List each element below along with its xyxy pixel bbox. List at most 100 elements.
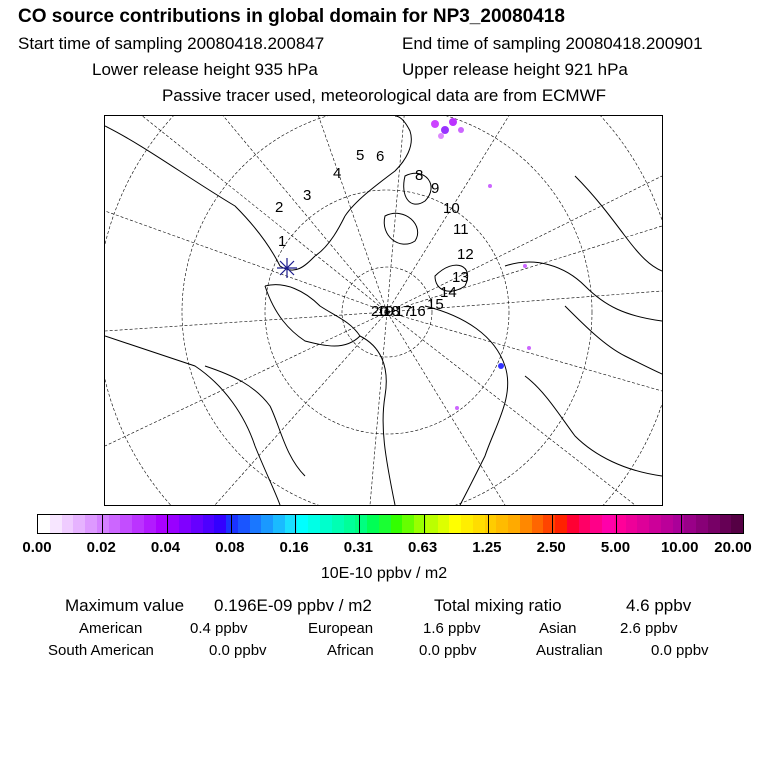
start-time: Start time of sampling 20080418.200847 (18, 34, 325, 53)
meridian (386, 225, 662, 313)
region-value-american: 0.4 ppbv (190, 620, 248, 637)
colorbar-label: 0.04 (150, 539, 181, 556)
colorbar-swatch (578, 515, 591, 533)
colorbar-swatch (402, 515, 414, 533)
traj-label-5: 5 (356, 147, 364, 164)
colorbar-swatch (249, 515, 262, 533)
release-location-star (277, 258, 297, 278)
concentration-markers (431, 118, 531, 410)
lat-circle-60 (181, 116, 593, 505)
colorbar-label: 0.31 (343, 539, 373, 556)
lat-circle-70 (264, 189, 510, 435)
max-value-label: Maximum value (65, 596, 185, 615)
concentration-dot (431, 120, 439, 128)
colorbar-label: 0.63 (408, 539, 438, 556)
lower-release-height: Lower release height 935 hPa (92, 60, 318, 79)
colorbar-swatch (85, 515, 97, 533)
traj-label-17: 17 (395, 303, 412, 320)
trajectory-labels: 1 2 3 4 5 6 8 9 10 11 12 13 14 15 16 17 … (275, 147, 474, 320)
total-mixing-value: 4.6 ppbv (626, 596, 692, 615)
meridian (318, 116, 388, 313)
colorbar-swatch (155, 515, 168, 533)
colorbar-swatch (49, 515, 62, 533)
coast-island (403, 172, 432, 205)
region-name-european: European (308, 620, 374, 637)
coast-siberia (504, 261, 662, 322)
colorbar-swatch (613, 515, 626, 533)
coast-europe-africa (105, 335, 281, 505)
colorbar-swatch (214, 515, 226, 533)
coast-north-america (105, 125, 346, 271)
colorbar-swatch (61, 515, 74, 533)
region-value-south-american: 0.0 ppbv (209, 642, 267, 659)
traj-label-19: 19 (377, 303, 394, 320)
colorbar-swatch (414, 515, 426, 533)
colorbar-swatch (284, 515, 297, 533)
traj-label-13: 13 (452, 269, 469, 286)
concentration-dot (523, 264, 527, 268)
colorbar-swatch (719, 515, 732, 533)
colorbar-swatch (543, 515, 555, 533)
region-name-australian: Australian (536, 642, 603, 659)
colorbar-swatch (390, 515, 403, 533)
colorbar-swatch (484, 515, 497, 533)
traj-label-14: 14 (440, 284, 457, 301)
meridian (386, 311, 506, 505)
colorbar-swatch (331, 515, 344, 533)
traj-label-4: 4 (333, 165, 341, 182)
colorbar-units: 10E-10 ppbv / m2 (320, 565, 448, 582)
colorbar-label: 2.50 (536, 539, 566, 556)
coast-alaska (574, 175, 662, 272)
meridian (386, 116, 405, 313)
colorbar-swatch (731, 515, 743, 533)
colorbar-swatch (684, 515, 696, 533)
colorbar-swatch (590, 515, 602, 533)
colorbar-tick (616, 515, 618, 533)
colorbar-swatch (226, 515, 238, 533)
concentration-dot (455, 406, 459, 410)
colorbar-tick (552, 515, 554, 533)
colorbar-label: 0.00 (22, 539, 52, 556)
coast-island (434, 264, 469, 292)
coast-island (383, 212, 419, 245)
concentration-dot (441, 126, 449, 134)
concentration-dot (527, 346, 531, 350)
traj-label-16: 16 (409, 303, 426, 320)
colorbar-swatch (308, 515, 320, 533)
colorbar-label: 0.02 (86, 539, 116, 556)
traj-label-15: 15 (427, 296, 444, 313)
colorbar-swatch (179, 515, 191, 533)
coastlines (105, 116, 662, 505)
colorbar-swatch (120, 515, 132, 533)
polar-map: 1 2 3 4 5 6 8 9 10 11 12 13 14 15 16 17 … (104, 115, 663, 506)
meridian (141, 116, 388, 313)
colorbar-swatch (625, 515, 638, 533)
colorbar-tick (102, 515, 104, 533)
concentration-dot (449, 118, 457, 126)
coast-canada-arctic (344, 116, 412, 217)
colorbar-swatch (531, 515, 544, 533)
colorbar-swatch (472, 515, 485, 533)
colorbar-swatch (555, 515, 567, 533)
colorbar-swatch (355, 515, 367, 533)
colorbar-swatch (296, 515, 309, 533)
concentration-dot (498, 363, 504, 369)
meridian (386, 175, 662, 313)
colorbar-swatch (461, 515, 473, 533)
colorbar-tick (680, 515, 682, 533)
traj-label-2: 2 (275, 199, 283, 216)
colorbar-swatch (649, 515, 661, 533)
colorbar-swatch (449, 515, 461, 533)
colorbar-label: 10.00 (660, 539, 699, 556)
colorbar-tick (295, 515, 297, 533)
colorbar-tick (423, 515, 425, 533)
colorbar-swatch (132, 515, 144, 533)
colorbar-swatch (73, 515, 85, 533)
colorbar-swatch (637, 515, 649, 533)
coast-east-asia (564, 305, 662, 375)
colorbar-swatch (273, 515, 285, 533)
region-value-african: 0.0 ppbv (419, 642, 477, 659)
colorbar-tick (359, 515, 361, 533)
graticule (105, 116, 662, 505)
colorbar-swatch (190, 515, 203, 533)
